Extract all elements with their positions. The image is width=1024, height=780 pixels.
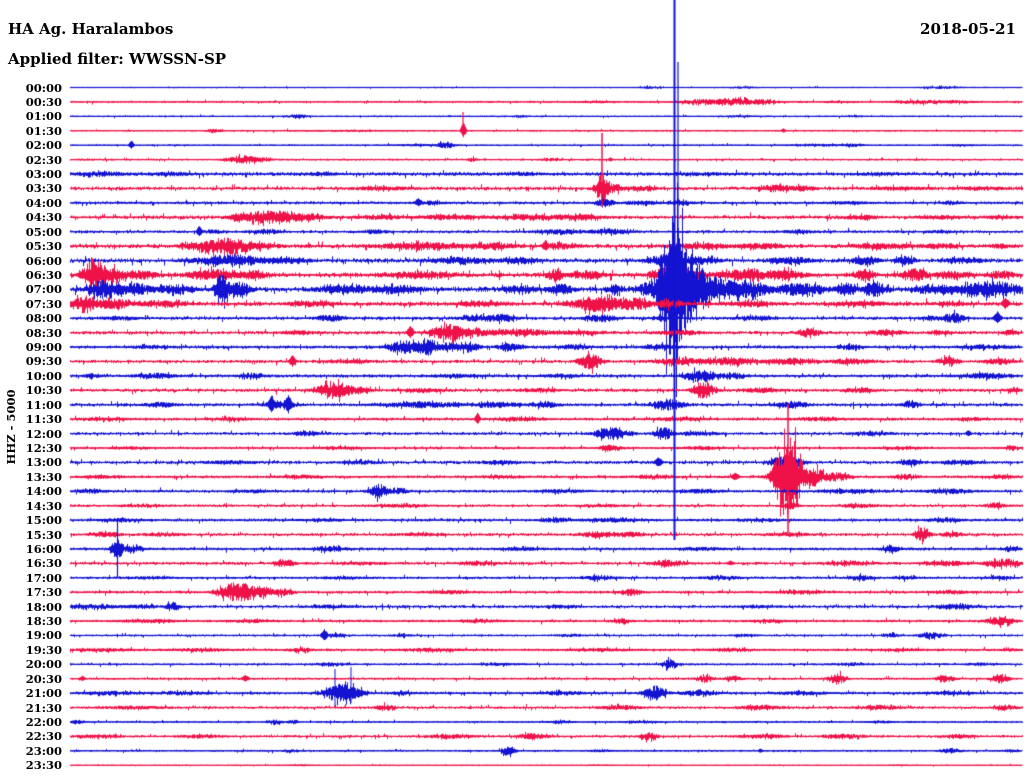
time-label: 17:30 xyxy=(25,585,62,600)
time-label: 16:00 xyxy=(25,541,62,556)
time-label: 18:30 xyxy=(25,614,62,629)
time-label: 11:00 xyxy=(25,397,62,412)
time-label: 01:30 xyxy=(25,123,62,138)
time-label: 07:00 xyxy=(25,282,62,297)
time-label: 20:00 xyxy=(25,657,62,672)
time-label: 06:00 xyxy=(25,253,62,268)
time-label: 02:00 xyxy=(25,138,62,153)
time-label: 22:00 xyxy=(25,714,62,729)
time-label: 16:30 xyxy=(25,556,62,571)
station-name: HA Ag. Haralambos xyxy=(8,20,174,38)
time-label: 02:30 xyxy=(25,152,62,167)
time-label: 14:00 xyxy=(25,484,62,499)
time-label: 22:30 xyxy=(25,729,62,744)
time-label: 15:30 xyxy=(25,527,62,542)
time-label: 11:30 xyxy=(25,412,62,427)
time-label: 09:30 xyxy=(25,354,62,369)
time-label: 05:30 xyxy=(25,239,62,254)
time-label: 12:00 xyxy=(25,426,62,441)
time-label: 04:30 xyxy=(25,210,62,225)
time-label: 21:30 xyxy=(25,700,62,715)
time-label: 04:00 xyxy=(25,195,62,210)
time-label: 23:00 xyxy=(25,743,62,758)
time-label: 12:30 xyxy=(25,441,62,455)
time-label: 23:30 xyxy=(25,758,62,773)
time-label: 19:30 xyxy=(25,642,62,657)
time-label: 14:30 xyxy=(25,498,62,513)
time-label: 13:30 xyxy=(25,469,62,484)
filter-label: Applied filter: WWSSN-SP xyxy=(8,50,227,68)
time-label: 00:30 xyxy=(25,94,62,109)
date-label: 2018-05-21 xyxy=(920,20,1016,38)
time-label: 05:00 xyxy=(25,224,62,239)
time-label: 13:00 xyxy=(25,455,62,470)
time-axis: 00:00 00:30 01:00 01:30 02:00 02:30 03:00 03:30… xyxy=(0,0,64,780)
time-label: 20:30 xyxy=(25,671,62,686)
time-label: 06:30 xyxy=(25,267,62,282)
time-label: 01:00 xyxy=(25,109,62,124)
time-label: 10:30 xyxy=(25,383,62,398)
time-label: 08:00 xyxy=(25,311,62,326)
time-label: 03:30 xyxy=(25,181,62,196)
time-label: 19:00 xyxy=(25,628,62,643)
time-label: 17:00 xyxy=(25,570,62,585)
time-label: 09:00 xyxy=(25,340,62,355)
time-label: 03:00 xyxy=(25,167,62,182)
time-label: 15:00 xyxy=(25,513,62,528)
time-label: 07:30 xyxy=(25,296,62,311)
time-label: 21:00 xyxy=(25,686,62,701)
time-label: 10:00 xyxy=(25,368,62,383)
time-label: 18:00 xyxy=(25,599,62,614)
time-label: 00:00 xyxy=(25,80,62,95)
time-label: 08:30 xyxy=(25,325,62,340)
